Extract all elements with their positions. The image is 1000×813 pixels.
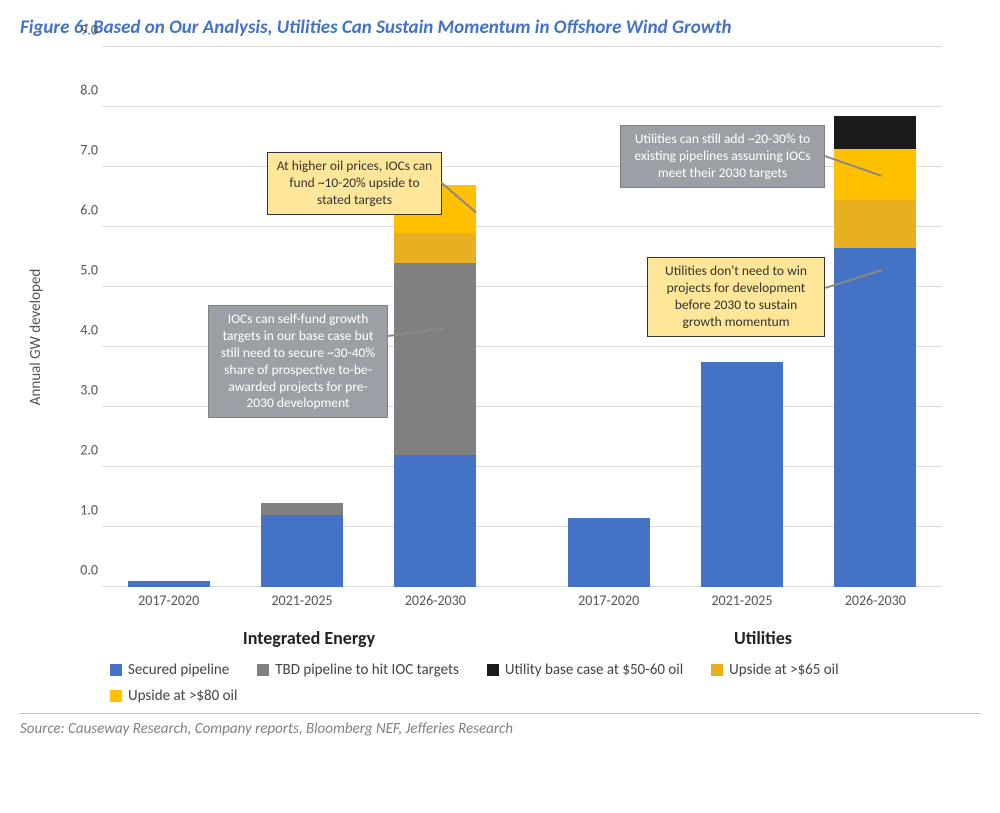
legend: Secured pipeline TBD pipeline to hit IOC … (110, 661, 930, 705)
stacked-bar (128, 581, 210, 587)
y-axis-label: Annual GW developed (27, 269, 45, 405)
legend-item: Utility base case at $50-60 oil (487, 661, 683, 679)
legend-swatch (257, 664, 269, 676)
bar-group (369, 185, 502, 587)
y-tick-label: 6.0 (62, 202, 98, 219)
bar-segment-secured (128, 581, 210, 587)
stacked-bar (394, 185, 476, 587)
source-line: Source: Causeway Research, Company repor… (20, 713, 980, 738)
y-tick-label: 4.0 (62, 322, 98, 339)
legend-swatch (110, 690, 122, 702)
callout-box: Utilities don't need to win projects for… (647, 257, 825, 337)
stacked-bar (834, 116, 916, 587)
stacked-bar (261, 503, 343, 587)
bar-segment-secured (701, 362, 783, 587)
group-label-integrated: Integrated Energy (102, 627, 516, 649)
legend-label: Utility base case at $50-60 oil (505, 661, 683, 679)
x-tick-label: 2021-2025 (675, 592, 808, 609)
x-tick-label: 2026-2030 (369, 592, 502, 609)
bar-group (102, 581, 235, 587)
stacked-bar (701, 362, 783, 587)
legend-item: Upside at >$80 oil (110, 687, 237, 705)
legend-label: Upside at >$80 oil (128, 687, 237, 705)
legend-label: Upside at >$65 oil (729, 661, 838, 679)
bar-segment-secured (834, 248, 916, 587)
bar-segment-up65 (394, 233, 476, 263)
bar-segment-tbd (261, 503, 343, 515)
legend-item: Secured pipeline (110, 661, 229, 679)
callout-box: At higher oil prices, IOCs can fund ~10-… (267, 152, 442, 215)
callout-box: IOCs can self-fund growth targets in our… (208, 305, 388, 418)
figure-title: Figure 6: Based on Our Analysis, Utiliti… (20, 16, 980, 39)
x-tick-label: 2017-2020 (102, 592, 235, 609)
callout-box: Utilities can still add ~20-30% to exist… (620, 125, 825, 188)
bar-segment-secured (261, 515, 343, 587)
legend-item: Upside at >$65 oil (711, 661, 838, 679)
y-tick-label: 5.0 (62, 262, 98, 279)
x-tick-label: 2026-2030 (809, 592, 942, 609)
legend-swatch (711, 664, 723, 676)
bar-segment-secured (568, 518, 650, 587)
bar-segment-utilbase (834, 116, 916, 149)
legend-label: Secured pipeline (128, 661, 229, 679)
y-tick-label: 8.0 (62, 82, 98, 99)
bar-group (809, 116, 942, 587)
y-tick-label: 7.0 (62, 142, 98, 159)
bar-segment-up65 (834, 200, 916, 248)
bar-segment-tbd (394, 263, 476, 455)
y-tick-label: 0.0 (62, 562, 98, 579)
legend-swatch (110, 664, 122, 676)
y-tick-label: 2.0 (62, 442, 98, 459)
x-tick-label: 2017-2020 (542, 592, 675, 609)
legend-label: TBD pipeline to hit IOC targets (275, 661, 459, 679)
x-tick-label: 2021-2025 (235, 592, 368, 609)
group-labels: Integrated Energy Utilities (102, 627, 970, 649)
plot-area: 0.01.02.03.04.05.06.07.08.09.0 2017-2020… (52, 47, 952, 627)
bar-group (542, 518, 675, 587)
bar-group (675, 362, 808, 587)
group-label-utilities: Utilities (556, 627, 970, 649)
chart-container: Annual GW developed 0.0 1.0 2.0 3.0 4.0 5.0 6.… (20, 47, 980, 627)
y-tick-label: 9.0 (62, 22, 98, 39)
stacked-bar (568, 518, 650, 587)
bar-group (235, 503, 368, 587)
y-tick-label: 1.0 (62, 502, 98, 519)
y-tick-label: 3.0 (62, 382, 98, 399)
bar-segment-secured (394, 455, 476, 587)
legend-swatch (487, 664, 499, 676)
legend-item: TBD pipeline to hit IOC targets (257, 661, 459, 679)
